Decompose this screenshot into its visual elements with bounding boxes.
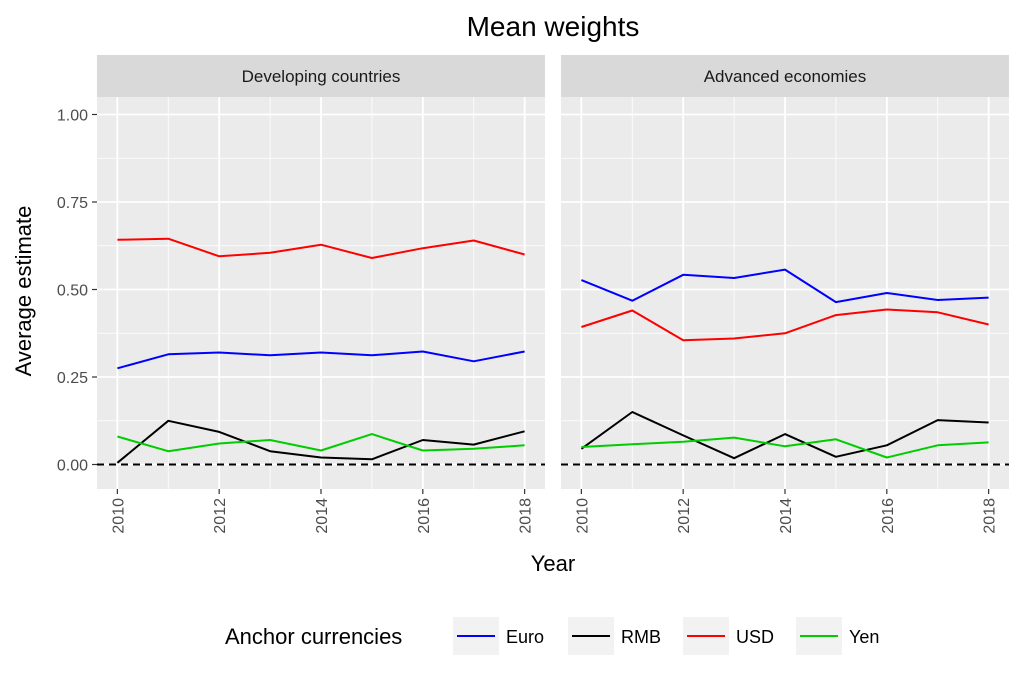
- legend-label: Euro: [506, 627, 544, 647]
- facet-strip-label: Developing countries: [242, 67, 401, 86]
- legend-entry-rmb: RMB: [568, 617, 661, 655]
- facet-strip: [561, 55, 1009, 97]
- series-line-usd: [117, 237, 525, 259]
- series-line-yen: [581, 436, 989, 459]
- legend: Anchor currencies Euro RMB USD Yen: [225, 617, 879, 655]
- facet-strip: [97, 55, 545, 97]
- legend-label: RMB: [621, 627, 661, 647]
- y-tick-label: 0.50: [57, 283, 88, 300]
- x-tick-label: 2010: [574, 498, 591, 534]
- y-tick-label: 0.00: [57, 458, 88, 475]
- x-tick-label: 2014: [314, 498, 331, 534]
- x-tick-label: 2012: [676, 498, 693, 534]
- legend-entry-euro: Euro: [453, 617, 544, 655]
- x-tick-label: 2016: [416, 498, 433, 534]
- y-tick-label: 0.25: [57, 370, 88, 387]
- legend-title: Anchor currencies: [225, 624, 402, 649]
- facet-panels: Developing countries 2010 2012 2014 2016 2018…: [97, 55, 1009, 534]
- x-axis-title: Year: [531, 551, 575, 576]
- y-tick-label: 0.75: [57, 195, 88, 212]
- y-axis: 0.00 0.25 0.50 0.75 1.00: [57, 108, 97, 475]
- series-line-euro: [117, 350, 525, 370]
- legend-label: Yen: [849, 627, 879, 647]
- chart-title: Mean weights: [467, 11, 640, 42]
- y-tick-label: 1.00: [57, 108, 88, 125]
- panel-developing-countries: Developing countries 2010 2012 2014 2016 2018: [97, 55, 545, 534]
- x-tick-label: 2018: [982, 498, 999, 534]
- x-tick-label: 2012: [212, 498, 229, 534]
- series-line-rmb: [580, 411, 989, 460]
- x-tick-label: 2010: [110, 498, 127, 534]
- series-line-euro: [581, 268, 989, 304]
- series-line-rmb: [116, 419, 525, 464]
- x-tick-label: 2016: [880, 498, 897, 534]
- panel-advanced-economies: Advanced economies 2010 2012 2014 2016 2018: [561, 55, 1009, 534]
- x-tick-label: 2014: [778, 498, 795, 534]
- legend-entry-usd: USD: [683, 617, 774, 655]
- y-axis-title: Average estimate: [11, 206, 36, 377]
- facet-strip-label: Advanced economies: [704, 67, 867, 86]
- series-line-usd: [581, 308, 989, 342]
- legend-label: USD: [736, 627, 774, 647]
- x-tick-label: 2018: [518, 498, 535, 534]
- legend-entry-yen: Yen: [796, 617, 879, 655]
- series-line-yen: [117, 433, 525, 453]
